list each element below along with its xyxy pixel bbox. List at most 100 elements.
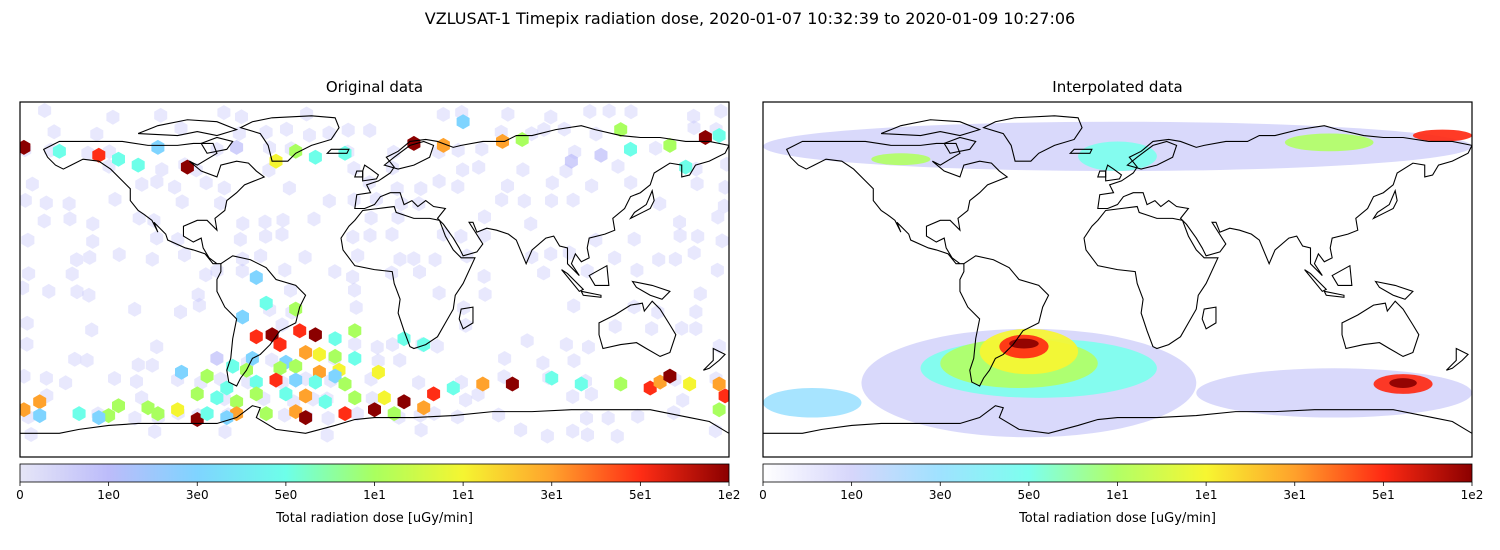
dose-marker-low	[567, 353, 581, 369]
dose-marker	[200, 368, 214, 384]
dose-marker-low	[428, 252, 442, 268]
dose-marker-low	[155, 162, 169, 178]
dose-marker-low	[385, 226, 399, 242]
dose-marker-low	[653, 196, 667, 212]
dose-marker-low	[514, 422, 528, 438]
dose-marker	[273, 360, 287, 376]
dose-marker-low	[37, 213, 51, 229]
dose-marker-low	[236, 216, 250, 232]
colorbar-tick-label: 1e2	[1461, 488, 1484, 502]
dose-marker	[397, 331, 411, 347]
dose-marker-low	[20, 280, 30, 296]
dose-marker	[92, 410, 106, 426]
dose-marker	[52, 143, 66, 159]
dose-marker	[171, 402, 185, 418]
dose-marker-low	[471, 387, 485, 402]
dose-marker-low	[346, 269, 360, 285]
dose-marker	[293, 323, 307, 339]
dose-marker-low	[348, 336, 362, 352]
dose-marker-low	[517, 193, 531, 209]
dose-marker-low	[580, 410, 593, 426]
right-colorbar	[762, 463, 1473, 483]
dose-marker-low	[236, 251, 249, 267]
dose-marker-low	[148, 424, 162, 439]
dose-marker	[574, 376, 588, 392]
dose-marker	[594, 147, 608, 163]
dose-marker-low	[259, 228, 273, 244]
dose-marker-low	[624, 175, 638, 191]
dose-marker-low	[559, 337, 573, 352]
dose-marker-low	[516, 162, 530, 178]
dose-marker-low	[387, 144, 401, 160]
dose-marker	[249, 270, 263, 285]
dose-marker	[718, 388, 729, 404]
dose-marker-low	[520, 333, 534, 349]
dose-marker-low	[668, 251, 682, 267]
dose-marker-low	[711, 209, 725, 225]
dose-region	[1078, 141, 1157, 172]
dose-marker	[328, 331, 342, 347]
dose-marker-low	[427, 406, 441, 421]
dose-marker-low	[192, 297, 206, 313]
dose-marker	[328, 368, 342, 384]
dose-marker	[712, 376, 726, 392]
dose-marker-low	[262, 162, 276, 178]
dose-marker	[663, 368, 677, 384]
dose-marker-low	[278, 262, 292, 278]
dose-marker-low	[687, 245, 701, 261]
dose-marker-low	[536, 355, 550, 371]
colorbar-tick-label: 3e1	[540, 488, 563, 502]
dose-marker	[338, 376, 352, 392]
colorbar-tick-label: 1e2	[718, 488, 741, 502]
dose-region	[1412, 129, 1472, 142]
dose-marker-low	[475, 141, 489, 157]
dose-marker	[180, 159, 194, 175]
dose-marker-low	[341, 122, 355, 138]
dose-marker-low	[108, 191, 122, 207]
dose-marker	[131, 157, 145, 173]
dose-marker-low	[174, 304, 187, 320]
dose-marker	[230, 394, 244, 410]
dose-marker-low	[106, 109, 120, 125]
dose-marker	[33, 408, 47, 424]
dose-marker-low	[298, 249, 312, 265]
dose-marker	[712, 402, 726, 418]
dose-marker-low	[108, 371, 121, 386]
dose-marker-low	[147, 213, 161, 228]
dose-marker-low	[320, 427, 334, 443]
dose-marker-low	[258, 214, 272, 230]
dose-marker	[210, 350, 224, 366]
colorbar-tick-label: 1e1	[452, 488, 475, 502]
dose-marker	[407, 135, 421, 151]
right-map-frame	[762, 101, 1473, 458]
dose-marker-low	[714, 103, 728, 119]
dose-marker-low	[720, 156, 729, 172]
dose-marker-low	[63, 211, 77, 227]
dose-marker-low	[275, 226, 289, 242]
dose-marker-low	[545, 193, 558, 209]
dose-marker-low	[321, 410, 335, 426]
dose-marker-low	[20, 192, 32, 208]
dose-marker-low	[412, 196, 426, 212]
left-colorbar	[19, 463, 730, 483]
dose-marker-low	[370, 339, 384, 355]
dose-marker	[273, 337, 287, 353]
dose-marker-low	[478, 286, 492, 302]
dose-marker-low	[365, 390, 379, 406]
dose-marker-low	[218, 424, 232, 440]
dose-marker	[505, 376, 519, 392]
dose-marker	[230, 406, 244, 422]
dose-marker-low	[394, 196, 408, 212]
dose-marker-low	[567, 298, 581, 314]
dose-marker	[190, 386, 204, 402]
left-colorbar-ticks: 0 1e0 3e0 5e0 1e1 1e1 3e1 5e1 1e2	[16, 482, 740, 502]
dose-marker	[249, 374, 263, 390]
dose-marker-low	[544, 109, 558, 125]
dose-region	[1284, 133, 1374, 152]
dose-marker	[417, 337, 431, 353]
dose-marker-low	[235, 263, 249, 279]
dose-marker-low	[347, 160, 361, 176]
dose-marker-low	[676, 392, 690, 408]
dose-marker-low	[369, 191, 383, 207]
dose-marker-low	[557, 121, 571, 137]
